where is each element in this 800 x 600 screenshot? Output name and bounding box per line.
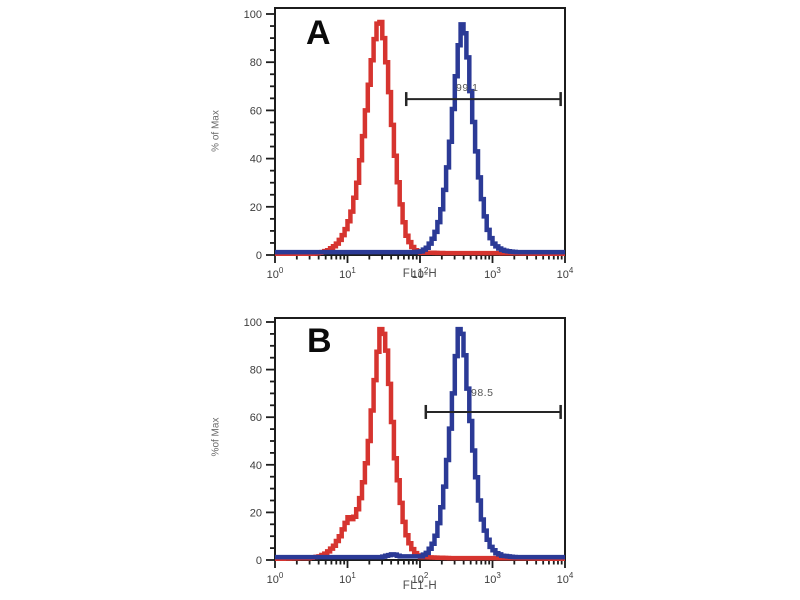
gate-marker [424,404,562,419]
svg-text:0: 0 [256,250,262,262]
red-histogram [275,19,565,257]
svg-text:80: 80 [250,57,262,69]
red-histogram [275,326,565,562]
svg-text:80: 80 [250,365,262,377]
svg-text:103: 103 [484,571,501,586]
svg-text:60: 60 [250,105,262,117]
svg-text:60: 60 [250,412,262,424]
y-tick-labels: 0 20 40 60 80 100 [244,9,262,262]
panel-b-y-axis-label: %of Max [210,417,222,457]
panel-a-gate-percentage-label: 99.1 [456,82,479,94]
svg-text:20: 20 [250,507,262,519]
svg-text:0: 0 [256,555,262,567]
svg-text:100: 100 [244,9,262,21]
blue-histogram [275,326,565,560]
blue-histogram [275,22,565,255]
svg-text:104: 104 [557,571,574,586]
panel-b-gate-percentage-label: 98.5 [471,387,494,399]
panel-b-letter: B [307,322,332,360]
x-axis-ticks [274,560,566,568]
svg-text:104: 104 [557,266,574,281]
svg-text:40: 40 [250,460,262,472]
svg-text:20: 20 [250,202,262,214]
panel-a-y-axis-label: % of Max [210,110,222,152]
panel-a-x-axis-label: FL1-H [402,268,438,280]
svg-text:100: 100 [267,571,284,586]
gate-marker [404,92,562,107]
x-axis-ticks [274,255,566,263]
y-axis-ticks [266,13,275,256]
svg-text:100: 100 [244,317,262,329]
svg-text:103: 103 [484,266,501,281]
y-tick-labels: 0 20 40 60 80 100 [244,317,262,567]
svg-text:100: 100 [267,266,284,281]
panel-a-letter: A [306,14,331,52]
panel-b-x-axis-label: FL1-H [402,580,438,592]
svg-text:101: 101 [339,571,356,586]
svg-text:101: 101 [339,266,356,281]
svg-text:40: 40 [250,154,262,166]
y-axis-ticks [266,321,275,561]
